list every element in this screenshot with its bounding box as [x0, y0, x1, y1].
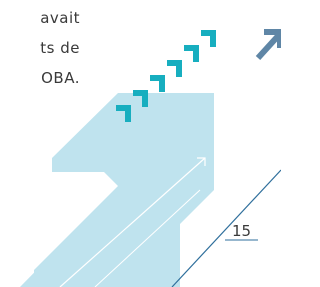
body-text-line: avait [40, 9, 80, 27]
page: {"paragraph": {"lines": ["avait", "ts de… [0, 0, 281, 287]
body-text-line: ts de [40, 39, 80, 57]
chevron [167, 63, 179, 77]
page-fragment: avait ts de OBA. 15 [0, 0, 281, 287]
chevron [201, 33, 213, 47]
chevron [184, 48, 196, 62]
body-text-line: OBA. [41, 69, 80, 87]
chevron [150, 78, 162, 92]
page-number: 15 [232, 222, 251, 240]
decorative-arrow [258, 36, 278, 58]
